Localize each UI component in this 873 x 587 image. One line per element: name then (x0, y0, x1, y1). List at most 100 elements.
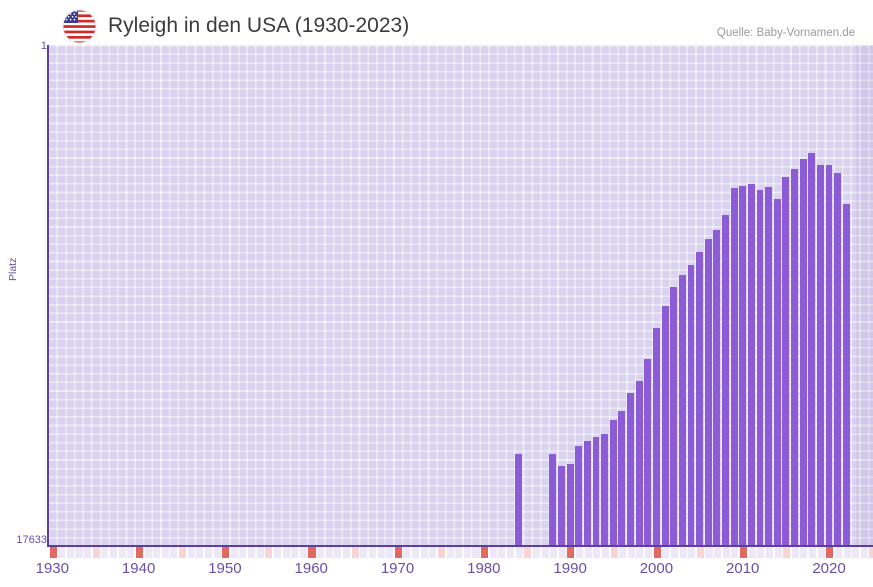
x-axis-label-1960: 1960 (294, 560, 328, 577)
x-tick-2007 (712, 547, 722, 558)
bar-2012 (756, 190, 764, 545)
bar-2003 (678, 275, 686, 545)
x-tick-separator (65, 547, 67, 558)
x-tick-2004 (686, 547, 696, 558)
x-tick-1943 (160, 547, 169, 558)
x-tick-2006 (703, 547, 713, 558)
x-tick-separator (626, 547, 628, 558)
bar-2018 (808, 153, 816, 545)
x-tick-1942 (151, 547, 161, 558)
x-tick-1946 (186, 547, 195, 558)
x-tick-separator (401, 547, 404, 558)
x-tick-1979 (470, 547, 480, 558)
x-tick-separator (142, 547, 145, 558)
x-tick-1958 (289, 547, 299, 558)
x-tick-separator (686, 547, 689, 558)
x-axis-line (47, 545, 873, 547)
bar-2008 (722, 215, 729, 545)
x-tick-1985 (522, 547, 532, 558)
x-tick-1959 (298, 547, 307, 558)
x-tick-separator (841, 547, 844, 558)
x-tick-1930 (48, 547, 57, 558)
x-tick-1983 (505, 547, 514, 558)
y-axis-bottom-tick-label: 17633 (16, 534, 47, 546)
x-tick-1963 (332, 547, 342, 558)
x-tick-separator (194, 547, 197, 558)
x-tick-separator (306, 547, 309, 558)
x-tick-separator (410, 547, 413, 558)
x-axis-label-2010: 2010 (726, 560, 760, 577)
x-tick-separator (462, 547, 464, 558)
x-tick-1994 (600, 547, 609, 558)
page-title: Ryleigh in den USA (1930-2023) (108, 14, 410, 37)
x-tick-2016 (790, 547, 799, 558)
x-tick-1937 (108, 547, 118, 558)
bar-2021 (834, 173, 842, 545)
x-tick-1931 (56, 547, 66, 558)
x-tick-separator (781, 547, 784, 558)
x-tick-1933 (73, 547, 83, 558)
x-tick-2013 (764, 547, 773, 558)
x-tick-1939 (125, 547, 135, 558)
bar-2006 (704, 239, 712, 545)
x-tick-separator (281, 547, 283, 558)
x-tick-2023 (850, 547, 860, 558)
x-tick-separator (798, 547, 801, 558)
x-tick-2020 (824, 547, 834, 558)
x-tick-1945 (177, 547, 187, 558)
x-tick-1936 (99, 547, 109, 558)
y-axis-top-tick-label: 1 (40, 40, 47, 52)
x-tick-separator (73, 547, 76, 558)
x-tick-separator (99, 547, 102, 558)
bar-1988 (549, 454, 557, 545)
x-axis-label-1940: 1940 (121, 560, 156, 577)
x-tick-1944 (168, 547, 178, 558)
x-tick-separator (91, 547, 93, 558)
x-tick-1973 (419, 547, 428, 558)
x-tick-1989 (557, 547, 566, 558)
x-tick-1992 (583, 547, 592, 558)
bar-2014 (773, 199, 781, 545)
bar-2000 (653, 327, 660, 545)
x-tick-separator (479, 547, 482, 558)
x-tick-separator (764, 547, 766, 558)
x-tick-separator (419, 547, 421, 558)
x-axis-label-1980: 1980 (467, 560, 501, 577)
x-tick-separator (608, 547, 611, 558)
x-tick-2019 (816, 547, 825, 558)
bar-1997 (627, 393, 634, 545)
x-tick-1990 (565, 547, 575, 558)
x-tick-separator (263, 547, 266, 558)
x-tick-2021 (833, 547, 842, 558)
x-tick-1952 (237, 547, 247, 558)
x-tick-separator (48, 547, 50, 558)
x-tick-separator (134, 547, 136, 558)
x-tick-1978 (462, 547, 471, 558)
x-tick-1991 (574, 547, 584, 558)
x-tick-separator (82, 547, 85, 558)
x-tick-separator (565, 547, 568, 558)
x-tick-separator (703, 547, 706, 558)
x-tick-1932 (65, 547, 74, 558)
x-tick-separator (539, 547, 542, 558)
bar-1998 (635, 381, 643, 545)
bar-1994 (601, 434, 609, 545)
x-tick-separator (824, 547, 827, 558)
x-axis-label-1930: 1930 (35, 560, 69, 577)
x-tick-1968 (375, 547, 385, 558)
x-tick-2024 (859, 547, 868, 558)
bar-1990 (566, 463, 574, 545)
bar-2020 (825, 165, 833, 545)
bar-1999 (644, 359, 652, 545)
x-tick-separator (298, 547, 300, 558)
x-tick-2002 (669, 547, 678, 558)
x-tick-1947 (194, 547, 204, 558)
x-tick-separator (755, 547, 758, 558)
x-tick-separator (341, 547, 343, 558)
x-tick-1962 (324, 547, 333, 558)
x-tick-separator (358, 547, 361, 558)
x-tick-separator (721, 547, 723, 558)
x-tick-1938 (117, 547, 126, 558)
x-tick-separator (108, 547, 110, 558)
bar-2009 (730, 188, 738, 545)
